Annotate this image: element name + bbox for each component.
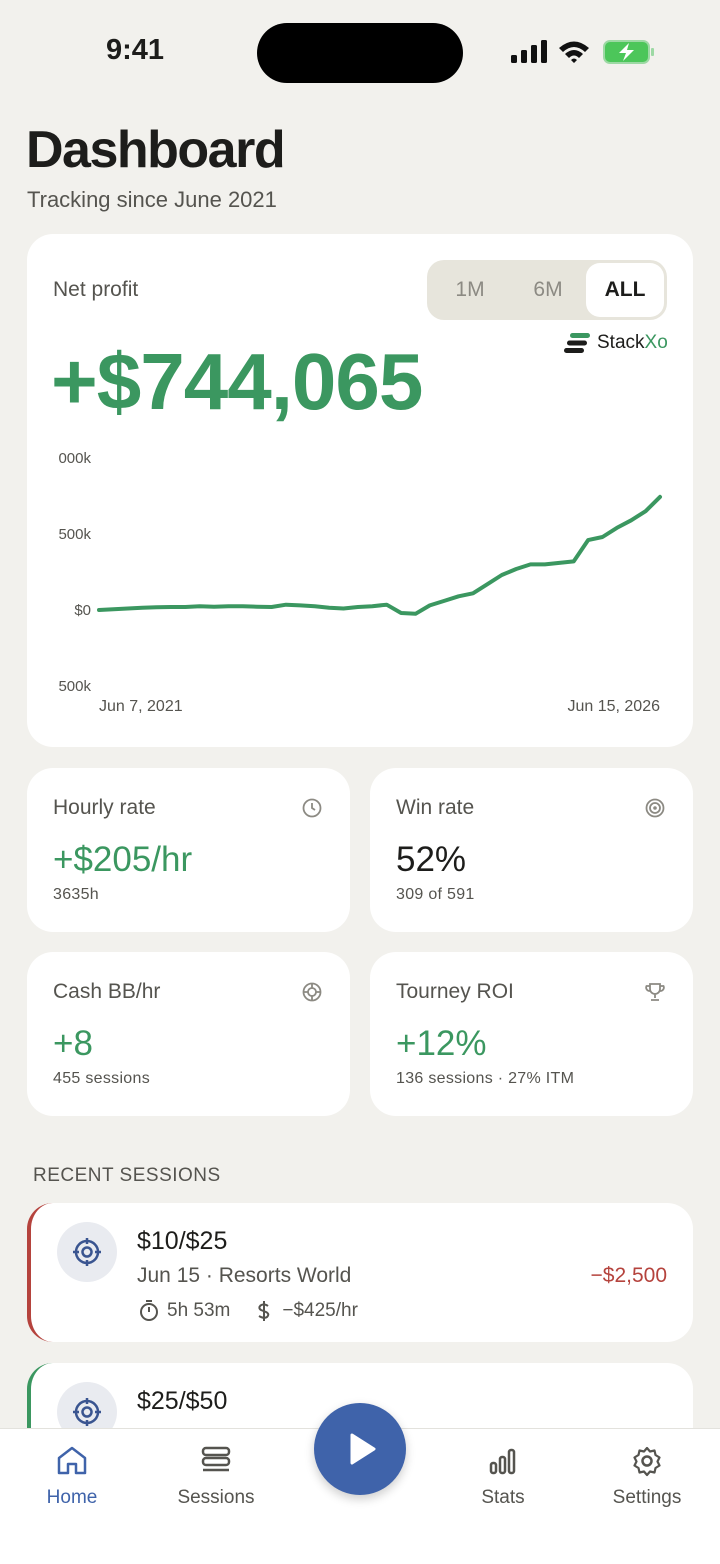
chart: 000k 500k $0 500k Jun 7, 2021 Jun 15, 2026: [58, 450, 662, 715]
stat-value: +12%: [396, 1024, 487, 1063]
session-stakes: $25/$50: [137, 1387, 228, 1415]
stat-icon: [302, 982, 322, 1002]
stat-label: Hourly rate: [53, 796, 156, 819]
dynamic-island: [257, 23, 463, 83]
y-tick-label: 500k: [58, 678, 91, 695]
stat-label: Cash BB/hr: [53, 980, 161, 1003]
session-rate: −$425/hr: [282, 1300, 358, 1321]
brand-logo: [564, 333, 590, 353]
stat-detail: 309 of 591: [396, 886, 475, 903]
stat-icon: [302, 798, 322, 818]
status-icons: [511, 40, 654, 64]
brand: Stack Xo: [564, 332, 668, 354]
session-result: −$2,500: [590, 1264, 668, 1287]
session-meta: 5h 53m −$425/hr: [137, 1299, 358, 1323]
status-time: 9:41: [106, 34, 165, 66]
tab-label: Home: [46, 1487, 98, 1508]
y-tick-label: $0: [74, 602, 91, 619]
profit-value: +$744,065: [51, 337, 423, 426]
tab-label: Sessions: [177, 1487, 255, 1508]
stat-label: Tourney ROI: [396, 980, 514, 1003]
stat-card: Tourney ROI +12% 136 sessions · 27% ITM: [370, 952, 693, 1116]
stat-value: 52%: [396, 840, 467, 879]
stat-icon: [645, 983, 665, 1001]
stat-card: Win rate 52% 309 of 591: [370, 768, 693, 932]
session-details: Jun 15 · Resorts World: [137, 1264, 352, 1287]
period-option[interactable]: 6M: [533, 278, 563, 301]
stat-label: Win rate: [396, 796, 475, 819]
y-tick-label: 500k: [58, 526, 91, 543]
stat-detail: 136 sessions · 27% ITM: [396, 1070, 575, 1087]
period-selector: 1M 6M ALL: [427, 260, 667, 320]
session-icon: [57, 1222, 117, 1282]
tab-icon: [489, 1448, 516, 1475]
session-duration: 5h 53m: [167, 1300, 231, 1321]
profit-line: [97, 494, 662, 616]
stat-value: +8: [53, 1024, 93, 1063]
page-title: Dashboard: [26, 121, 286, 179]
profit-card: Net profit 1M 6M ALL Stack Xo +$744,065 000…: [27, 234, 693, 747]
session-card[interactable]: $10/$25 Jun 15 · Resorts World 5h 53m −$…: [27, 1203, 693, 1342]
session-stakes: $10/$25: [137, 1227, 228, 1255]
tab-icon: [201, 1446, 231, 1472]
brand-name: Xo: [644, 332, 668, 353]
stat-detail: 3635h: [53, 886, 99, 903]
start-session-button[interactable]: [314, 1403, 406, 1495]
tab-icon: [57, 1446, 87, 1475]
tab-label: Settings: [612, 1487, 682, 1508]
x-tick-label: Jun 15, 2026: [567, 698, 660, 715]
section-heading: RECENT SESSIONS: [33, 1165, 221, 1186]
stat-value: +$205/hr: [53, 840, 193, 879]
x-tick-label: Jun 7, 2021: [99, 698, 183, 715]
period-option[interactable]: 1M: [455, 278, 485, 301]
tab-label: Stats: [481, 1487, 525, 1508]
brand-name: Stack: [597, 332, 645, 353]
y-tick-label: 000k: [58, 450, 91, 467]
profit-label: Net profit: [53, 278, 139, 301]
period-option[interactable]: ALL: [586, 263, 664, 317]
stat-card: Cash BB/hr +8 455 sessions: [27, 952, 350, 1116]
tab-icon: [633, 1446, 661, 1477]
stat-detail: 455 sessions: [53, 1070, 150, 1087]
page-subtitle: Tracking since June 2021: [27, 187, 277, 212]
stat-icon: [645, 798, 665, 818]
stat-card: Hourly rate +$205/hr 3635h: [27, 768, 350, 932]
